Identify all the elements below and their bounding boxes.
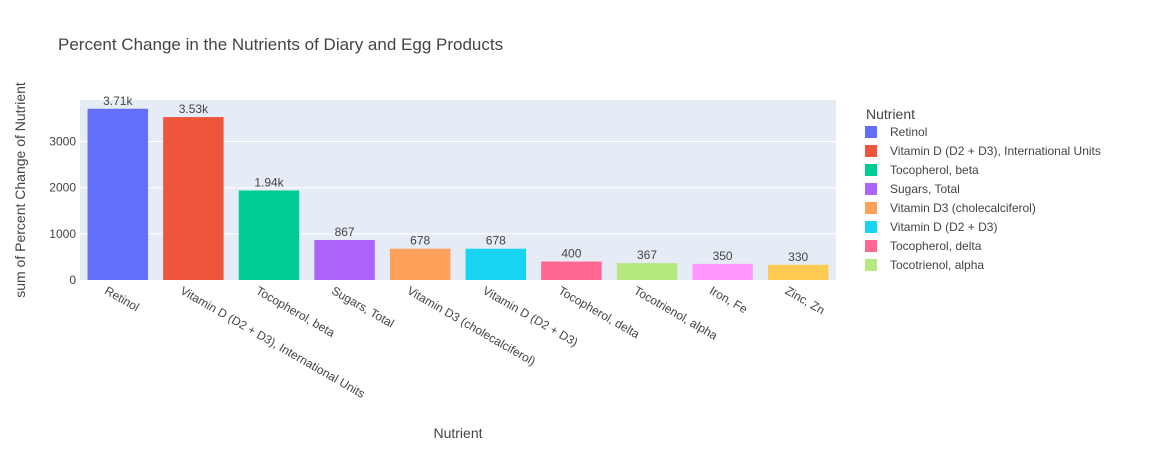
bar-value-label: 330	[788, 250, 808, 264]
legend-item[interactable]: Vitamin D3 (cholecalciferol)	[865, 201, 1036, 215]
legend-swatch	[865, 259, 877, 271]
legend-label: Vitamin D (D2 + D3), International Units	[890, 144, 1101, 158]
bar[interactable]	[314, 239, 375, 280]
legend-label: Tocotrienol, alpha	[890, 258, 984, 272]
bars	[87, 108, 829, 281]
y-axis-title: sum of Percent Change of Nutrient	[12, 82, 28, 298]
y-tick-label: 1000	[49, 227, 76, 241]
legend-item[interactable]: Vitamin D (D2 + D3), International Units	[865, 144, 1101, 158]
bar[interactable]	[541, 261, 602, 280]
legend-swatch	[865, 202, 877, 214]
bar[interactable]	[389, 248, 451, 280]
value-labels: 3.71k 3.53k 1.94k 867 678 678 400 367 350 330	[103, 94, 808, 264]
bar[interactable]	[767, 264, 829, 280]
legend-swatch	[865, 183, 877, 195]
bar-value-label: 867	[335, 225, 355, 239]
bar-value-label: 678	[410, 234, 430, 248]
bar-value-label: 1.94k	[254, 175, 284, 189]
legend-swatch	[865, 145, 877, 157]
x-axis-title: Nutrient	[433, 425, 482, 441]
bar[interactable]	[692, 263, 753, 280]
legend-label: Vitamin D3 (cholecalciferol)	[890, 201, 1036, 215]
legend-label: Sugars, Total	[890, 182, 960, 196]
y-tick-label: 0	[69, 273, 76, 287]
legend-items: Retinol Vitamin D (D2 + D3), Internationa…	[865, 125, 1101, 272]
legend-item[interactable]: Tocopherol, delta	[865, 239, 982, 253]
bar-value-label: 350	[713, 249, 733, 263]
chart-title: Percent Change in the Nutrients of Diary…	[58, 35, 503, 54]
bar-value-label: 367	[637, 248, 657, 262]
legend-item[interactable]: Tocopherol, beta	[865, 163, 979, 177]
legend-item[interactable]: Sugars, Total	[865, 182, 960, 196]
legend-swatch	[865, 126, 877, 138]
bar[interactable]	[87, 108, 149, 281]
bar[interactable]	[616, 263, 678, 280]
y-tick-label: 3000	[49, 135, 76, 149]
bar-value-label: 3.71k	[103, 94, 133, 108]
bar-value-label: 678	[486, 234, 506, 248]
bar-value-label: 3.53k	[179, 102, 209, 116]
bar[interactable]	[465, 248, 527, 280]
bar[interactable]	[238, 190, 300, 280]
legend-swatch	[865, 221, 877, 233]
bar-value-label: 400	[561, 247, 581, 261]
legend-label: Tocopherol, delta	[890, 239, 982, 253]
legend-swatch	[865, 164, 877, 176]
legend-label: Tocopherol, beta	[890, 163, 979, 177]
y-axis-ticks: 0 1000 2000 3000	[49, 135, 76, 287]
legend-title: Nutrient	[866, 106, 915, 122]
y-tick-label: 2000	[49, 181, 76, 195]
legend: Nutrient Retinol Vitamin D (D2 + D3), Int…	[865, 106, 1101, 272]
bar[interactable]	[163, 117, 224, 280]
legend-label: Retinol	[890, 125, 927, 139]
legend-item[interactable]: Tocotrienol, alpha	[865, 258, 984, 272]
legend-item[interactable]: Vitamin D (D2 + D3)	[865, 220, 997, 234]
legend-item[interactable]: Retinol	[865, 125, 927, 139]
legend-label: Vitamin D (D2 + D3)	[890, 220, 997, 234]
legend-swatch	[865, 240, 877, 252]
